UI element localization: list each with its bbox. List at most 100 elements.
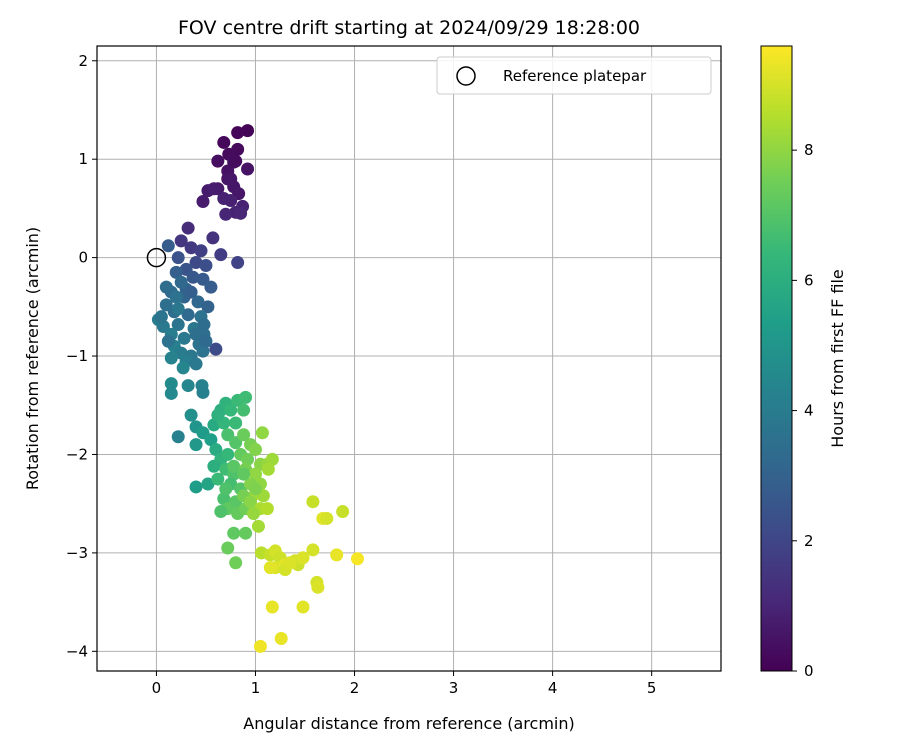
data-point bbox=[196, 385, 210, 399]
data-point bbox=[239, 390, 253, 404]
data-point bbox=[237, 428, 251, 442]
data-point bbox=[211, 472, 225, 486]
data-point bbox=[207, 459, 221, 473]
data-point bbox=[234, 206, 248, 220]
data-point bbox=[164, 386, 178, 400]
y-tick-label: −4 bbox=[66, 642, 88, 660]
data-point bbox=[221, 541, 235, 555]
legend: Reference platepar bbox=[436, 56, 712, 95]
data-point bbox=[248, 482, 262, 496]
data-point bbox=[169, 265, 183, 279]
data-point bbox=[214, 505, 228, 519]
data-point bbox=[224, 403, 238, 417]
data-point bbox=[209, 342, 223, 356]
data-point bbox=[197, 318, 211, 332]
colorbar-tick-label: 4 bbox=[804, 402, 814, 420]
data-point bbox=[350, 552, 364, 566]
data-point bbox=[194, 244, 208, 258]
data-point bbox=[184, 241, 198, 255]
y-tick-label: 0 bbox=[78, 249, 88, 267]
colorbar-label: Hours from first FF file bbox=[828, 269, 847, 448]
data-point bbox=[207, 418, 221, 432]
data-point bbox=[176, 361, 190, 375]
data-point bbox=[336, 505, 350, 519]
data-point bbox=[156, 320, 170, 334]
plot-frame bbox=[96, 45, 722, 672]
data-point bbox=[237, 467, 251, 481]
data-point bbox=[251, 519, 265, 533]
data-point bbox=[189, 357, 203, 371]
y-tick-label: 1 bbox=[78, 150, 88, 168]
data-point bbox=[209, 443, 223, 457]
x-tick-label: 2 bbox=[350, 679, 360, 697]
y-tick-label: 2 bbox=[78, 52, 88, 70]
data-point bbox=[237, 403, 251, 417]
data-point bbox=[219, 207, 233, 221]
data-point bbox=[159, 280, 173, 294]
data-point bbox=[161, 334, 175, 348]
data-point bbox=[296, 600, 310, 614]
data-point bbox=[217, 492, 231, 506]
data-point bbox=[311, 580, 325, 594]
data-point bbox=[221, 447, 235, 461]
data-point bbox=[177, 331, 191, 345]
data-point bbox=[191, 295, 205, 309]
data-point bbox=[196, 344, 210, 358]
data-point bbox=[181, 221, 195, 235]
colorbar-tick-label: 0 bbox=[804, 662, 814, 680]
data-point bbox=[204, 433, 218, 447]
data-point bbox=[330, 548, 344, 562]
y-tick-label: −3 bbox=[66, 544, 88, 562]
colorbar-gradient bbox=[760, 45, 793, 672]
grid bbox=[97, 46, 721, 671]
data-point bbox=[206, 231, 220, 245]
reference-platepar-marker bbox=[146, 247, 167, 268]
data-point bbox=[169, 290, 183, 304]
colorbar-ticks: 0 2 4 6 8 bbox=[792, 141, 814, 680]
x-tick-label: 3 bbox=[449, 679, 459, 697]
data-point bbox=[219, 482, 233, 496]
legend-box bbox=[436, 56, 712, 95]
data-point bbox=[171, 430, 185, 444]
data-point bbox=[207, 182, 221, 196]
data-point bbox=[171, 318, 185, 332]
data-point bbox=[154, 310, 168, 324]
x-tick-label: 4 bbox=[548, 679, 558, 697]
data-point bbox=[296, 551, 310, 565]
data-point bbox=[201, 477, 215, 491]
data-point bbox=[224, 172, 238, 186]
data-point bbox=[255, 426, 269, 440]
data-point bbox=[189, 480, 203, 494]
data-point bbox=[227, 526, 241, 540]
colorbar-tick-label: 2 bbox=[804, 532, 814, 550]
data-point bbox=[283, 556, 297, 570]
x-tick-label: 0 bbox=[152, 679, 162, 697]
data-point bbox=[241, 452, 255, 466]
legend-marker-reference bbox=[456, 66, 476, 86]
x-axis-ticks: 0 1 2 3 4 5 bbox=[152, 671, 657, 697]
data-point bbox=[229, 556, 243, 570]
data-point bbox=[229, 154, 243, 168]
data-point bbox=[181, 379, 195, 393]
y-tick-label: −2 bbox=[66, 445, 88, 463]
data-point bbox=[161, 239, 175, 253]
data-point bbox=[231, 256, 245, 270]
data-point bbox=[265, 600, 279, 614]
plot-background bbox=[97, 46, 721, 671]
data-point bbox=[211, 408, 225, 422]
data-point bbox=[260, 502, 274, 516]
data-point bbox=[174, 275, 188, 289]
x-tick-label: 5 bbox=[647, 679, 657, 697]
data-point bbox=[217, 192, 231, 206]
data-point bbox=[181, 308, 195, 322]
data-point bbox=[184, 285, 198, 299]
plot-area bbox=[96, 45, 722, 672]
scatter-points bbox=[151, 124, 364, 653]
legend-label-reference: Reference platepar bbox=[503, 67, 647, 85]
data-point bbox=[196, 272, 210, 286]
data-point bbox=[189, 327, 203, 341]
data-point bbox=[189, 438, 203, 452]
y-axis-ticks: −4 −3 −2 −1 0 1 2 bbox=[66, 52, 97, 660]
colorbar: 0 2 4 6 8 Hours from first FF file bbox=[760, 45, 847, 680]
